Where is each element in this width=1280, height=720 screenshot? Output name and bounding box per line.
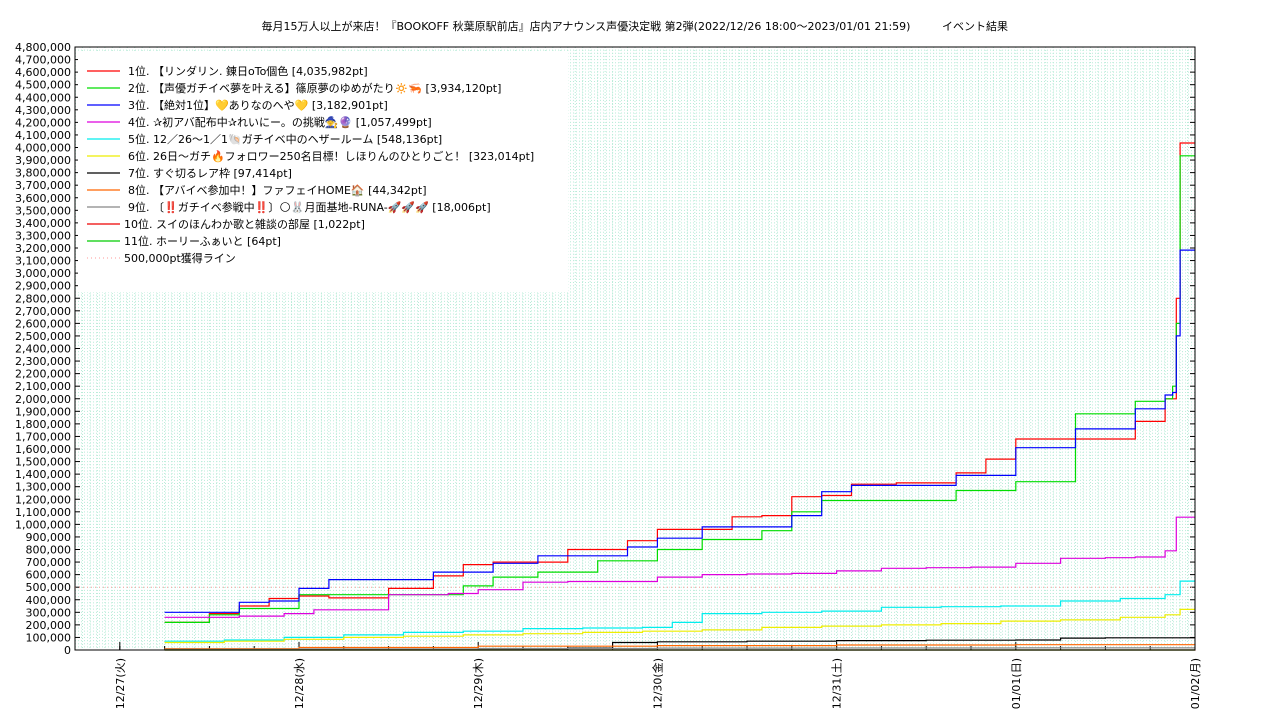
y-tick-label: 2,800,000 xyxy=(15,292,71,305)
y-tick-label: 1,400,000 xyxy=(15,468,71,481)
x-tick-label: 12/31(土) xyxy=(831,658,844,709)
legend-entry: 7位. すぐ切るレア枠 [97,414pt] xyxy=(128,166,292,180)
y-tick-label: 3,900,000 xyxy=(15,154,71,167)
y-tick-label: 1,200,000 xyxy=(15,493,71,506)
x-tick-label: 12/29(木) xyxy=(472,658,485,709)
legend-entry: 1位. 【リンダリン. 錬日oTo個色 [4,035,982pt] xyxy=(128,64,368,78)
y-tick-label: 300,000 xyxy=(26,606,72,619)
y-tick-label: 2,600,000 xyxy=(15,317,71,330)
y-tick-label: 2,200,000 xyxy=(15,368,71,381)
x-axis: 12/27(火) 12/28(水) 12/29(木) 12/30(金) 12/31(土)… xyxy=(74,642,1202,709)
y-tick-label: 3,400,000 xyxy=(15,217,71,230)
y-tick-label: 1,100,000 xyxy=(15,506,71,519)
series-line-6 xyxy=(164,608,1195,644)
x-tick-label: 01/02(月) xyxy=(1189,658,1202,709)
y-tick-label: 4,400,000 xyxy=(15,91,71,104)
legend-background xyxy=(78,52,568,292)
chart-subtitle: イベント結果 xyxy=(942,19,1008,33)
series-line-9 xyxy=(164,647,1196,650)
y-tick-label: 1,800,000 xyxy=(15,418,71,431)
y-tick-label: 200,000 xyxy=(26,619,72,632)
y-tick-label: 1,700,000 xyxy=(15,430,71,443)
y-tick-label: 2,900,000 xyxy=(15,280,71,293)
series-line-4 xyxy=(164,516,1195,618)
legend-entry-reference: 500,000pt獲得ライン xyxy=(124,252,236,265)
y-tick-label: 4,200,000 xyxy=(15,116,71,129)
series-line-8 xyxy=(164,644,1196,650)
y-tick-label: 3,700,000 xyxy=(15,179,71,192)
y-tick-label: 3,100,000 xyxy=(15,255,71,268)
y-tick-label: 600,000 xyxy=(26,569,72,582)
x-tick-label: 01/01(日) xyxy=(1010,658,1023,709)
legend: 1位. 【リンダリン. 錬日oTo個色 [4,035,982pt] 2位. 【声優… xyxy=(87,64,534,265)
y-tick-label: 1,300,000 xyxy=(15,481,71,494)
legend-entry: 10位. スイのほんわか歌と雑談の部屋 [1,022pt] xyxy=(124,217,365,231)
legend-entry: 6位. 26日〜ガチ🔥フォロワー250名目標！しほりんのひとりごと！ [323,… xyxy=(128,149,534,163)
legend-entry: 4位. ✰初アバ配布中✰れいにー。の挑戦🧙🔮 [1,057,499pt] xyxy=(128,115,432,129)
y-tick-label: 4,300,000 xyxy=(15,104,71,117)
y-tick-label: 900,000 xyxy=(26,531,72,544)
y-tick-label: 2,400,000 xyxy=(15,343,71,356)
y-tick-label: 1,900,000 xyxy=(15,405,71,418)
y-tick-label: 4,700,000 xyxy=(15,54,71,67)
y-tick-label: 1,500,000 xyxy=(15,456,71,469)
legend-entry: 9位. 〔‼️ガチイベ参戦中‼️〕🌕🐰月面基地-RUNA-🚀🚀🚀 [18,006… xyxy=(128,200,491,214)
legend-entry: 5位. 12／26〜1／1🐚ガチイベ中のヘザールーム [548,136pt] xyxy=(128,132,442,146)
legend-entry: 3位. 【絶対1位】💛ありなのへや💛 [3,182,901pt] xyxy=(128,98,388,112)
y-tick-label: 2,300,000 xyxy=(15,355,71,368)
y-tick-label: 2,000,000 xyxy=(15,393,71,406)
series-line-1 xyxy=(164,142,1195,623)
y-tick-label: 0 xyxy=(64,644,71,657)
y-tick-label: 2,500,000 xyxy=(15,330,71,343)
x-tick-label: 12/28(水) xyxy=(293,658,306,709)
y-axis: 0100,000200,000300,000400,000500,000600,… xyxy=(15,41,1195,657)
y-tick-label: 2,100,000 xyxy=(15,380,71,393)
y-tick-label: 1,600,000 xyxy=(15,443,71,456)
y-tick-label: 3,300,000 xyxy=(15,229,71,242)
y-tick-label: 4,800,000 xyxy=(15,41,71,54)
series-line-3 xyxy=(164,249,1195,613)
chart-title: 毎月15万人以上が来店！『BOOKOFF 秋葉原駅前店』店内アナウンス声優決定戦… xyxy=(262,19,911,33)
y-tick-label: 3,000,000 xyxy=(15,267,71,280)
y-tick-label: 100,000 xyxy=(26,631,72,644)
y-tick-label: 4,500,000 xyxy=(15,79,71,92)
y-tick-label: 400,000 xyxy=(26,594,72,607)
y-tick-label: 1,000,000 xyxy=(15,518,71,531)
y-tick-label: 3,600,000 xyxy=(15,192,71,205)
y-tick-label: 800,000 xyxy=(26,544,72,557)
x-tick-label: 12/30(金) xyxy=(650,658,664,709)
series-line-2 xyxy=(164,155,1195,623)
y-tick-label: 4,600,000 xyxy=(15,66,71,79)
y-tick-label: 3,800,000 xyxy=(15,167,71,180)
y-tick-label: 500,000 xyxy=(26,581,72,594)
y-tick-label: 4,000,000 xyxy=(15,142,71,155)
legend-entry: 8位. 【アバイベ参加中！】ファフェイHOME🏠 [44,342pt] xyxy=(128,183,426,197)
series-line-5 xyxy=(164,580,1195,642)
y-tick-label: 4,100,000 xyxy=(15,129,71,142)
plot-frame xyxy=(74,46,1196,651)
legend-entry: 2位. 【声優ガチイベ夢を叶える】篠原夢のゆめがたり🔅🦐 [3,934,120p… xyxy=(128,81,501,95)
y-tick-label: 3,500,000 xyxy=(15,204,71,217)
x-tick-label: 12/27(火) xyxy=(114,658,127,709)
series-line-7 xyxy=(478,637,1195,650)
y-tick-label: 700,000 xyxy=(26,556,72,569)
y-tick-label: 2,700,000 xyxy=(15,305,71,318)
y-tick-label: 3,200,000 xyxy=(15,242,71,255)
legend-entry: 11位. ホーリーふぁいと [64pt] xyxy=(124,234,281,248)
